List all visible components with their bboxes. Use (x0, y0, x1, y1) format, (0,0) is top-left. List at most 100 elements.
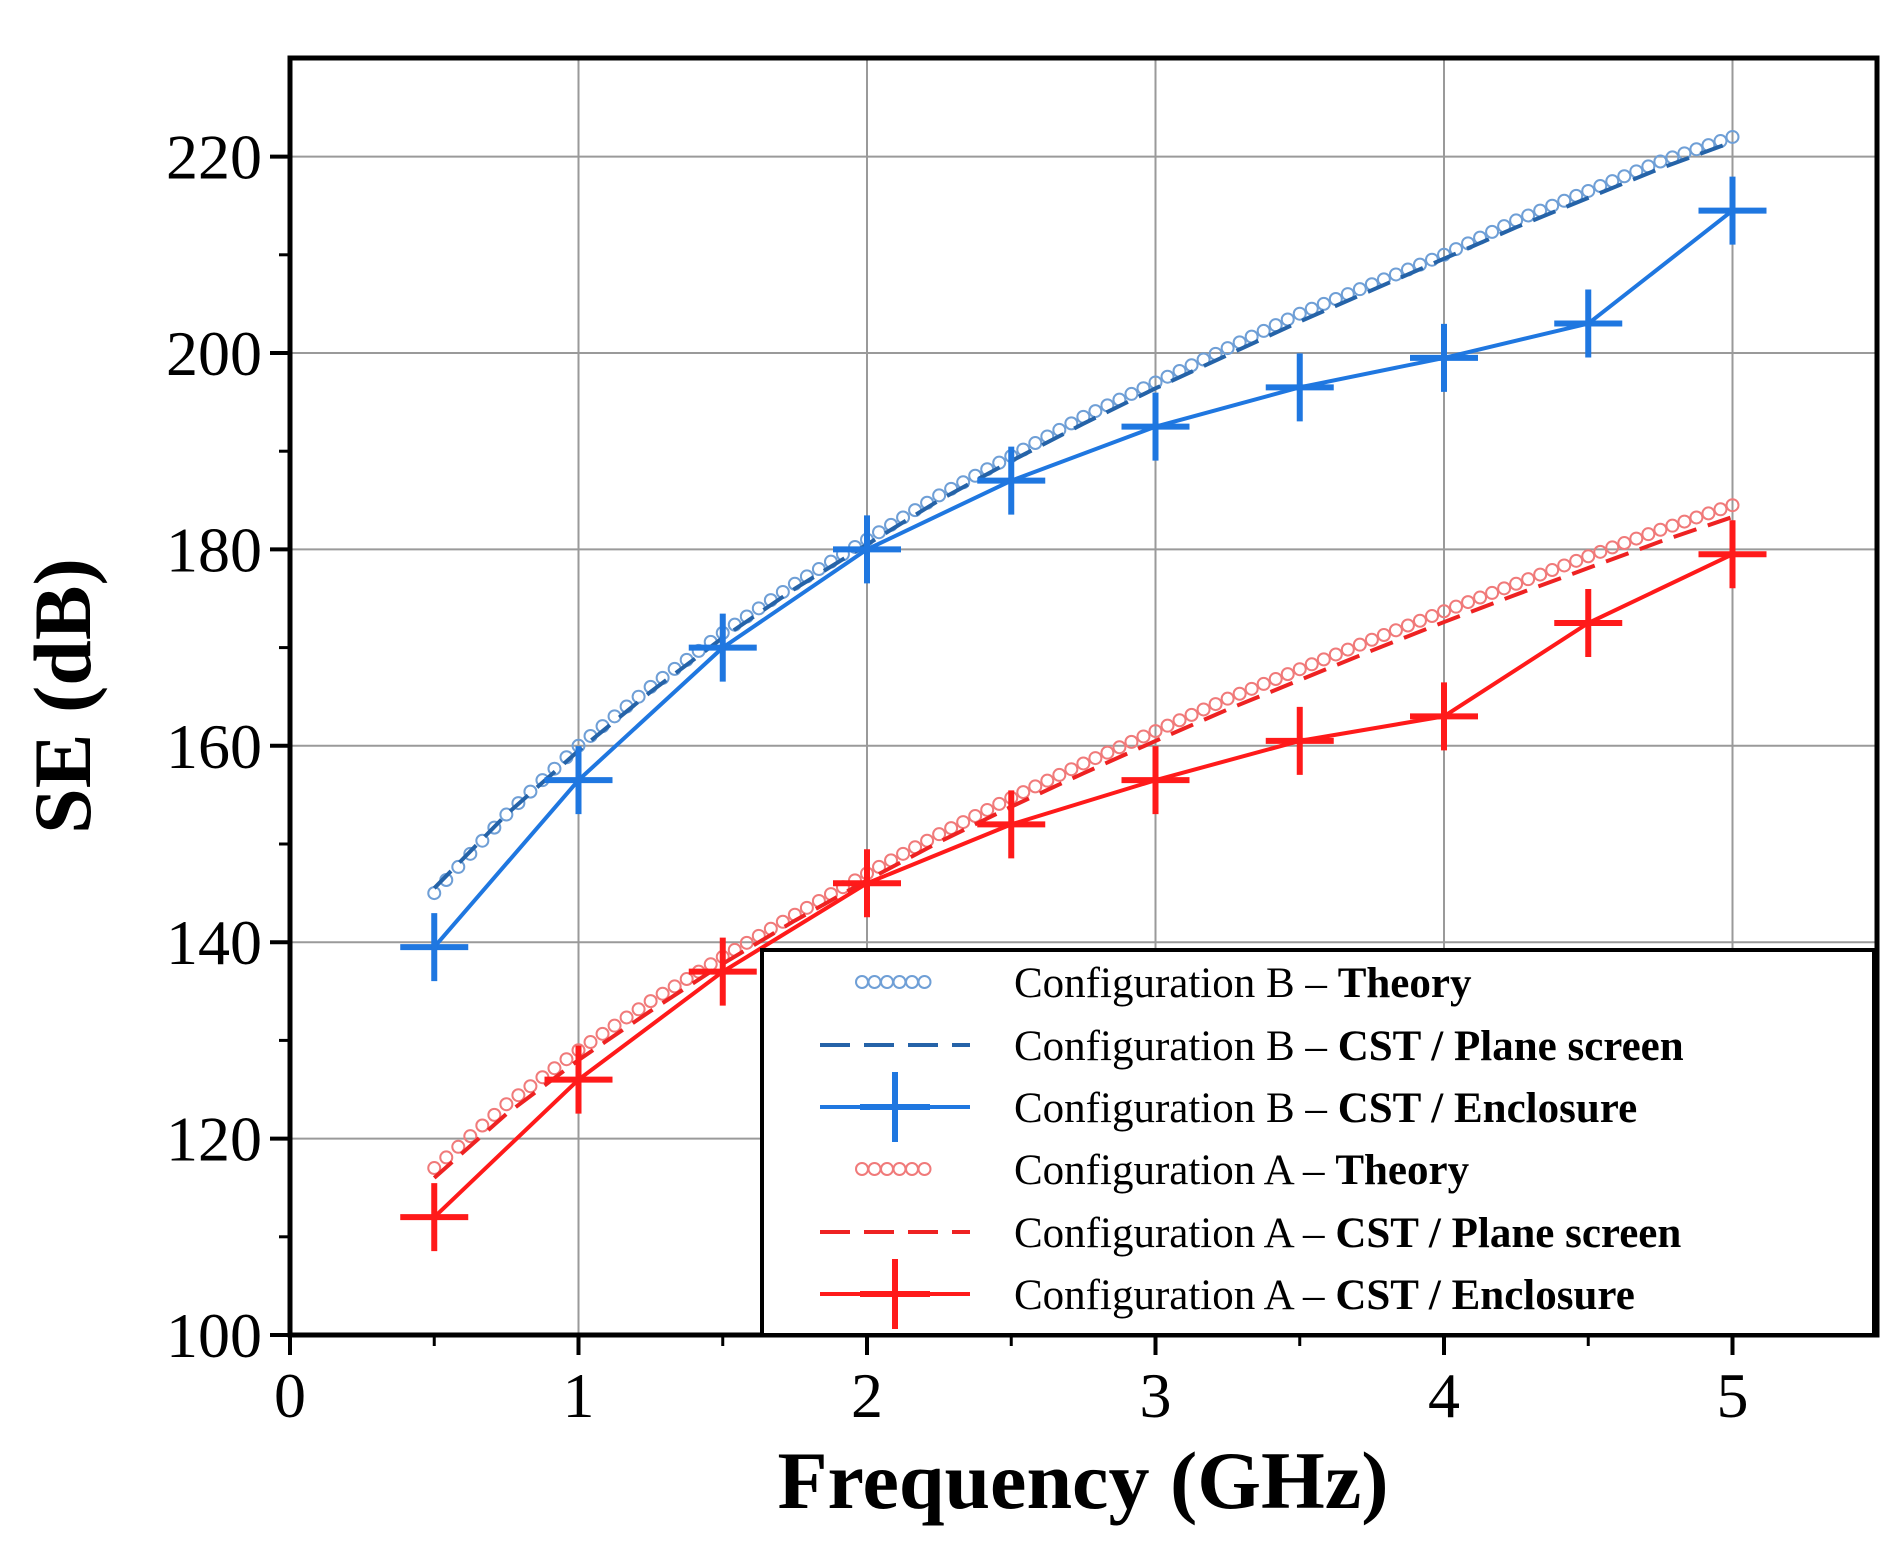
theory-marker (1581, 549, 1596, 564)
theory-marker (1124, 734, 1139, 749)
theory-marker (980, 802, 995, 817)
theory-marker (1713, 502, 1728, 517)
legend-label: Configuration B – CST / Enclosure (1014, 1085, 1637, 1132)
theory-marker (1304, 657, 1319, 672)
theory-marker (1725, 498, 1740, 513)
theory-marker (1040, 773, 1055, 788)
theory-marker (1172, 713, 1187, 728)
x-tick-label: 2 (851, 1360, 883, 1431)
theory-marker (1160, 718, 1175, 733)
axis-ticks (270, 154, 1735, 1355)
theory-marker (1064, 762, 1079, 777)
theory-marker (1569, 553, 1584, 568)
theory-marker (1028, 779, 1043, 794)
series-4 (432, 515, 1734, 1180)
theory-marker (1316, 296, 1331, 311)
theory-marker (439, 1150, 454, 1165)
theory-marker (1256, 676, 1271, 691)
legend-label-prefix: Configuration A – (1014, 1210, 1335, 1257)
theory-marker (872, 525, 887, 540)
theory-marker (1557, 558, 1572, 573)
theory-marker (932, 488, 947, 503)
theory-marker (1653, 522, 1668, 537)
theory-marker (619, 1010, 634, 1025)
theory-marker (1076, 756, 1091, 771)
theory-marker (547, 761, 562, 776)
legend-item-2: Configuration B – CST / Enclosure (820, 1072, 1637, 1142)
theory-marker (1617, 169, 1632, 184)
theory-marker (1641, 527, 1656, 542)
theory-marker (968, 809, 983, 824)
theory-marker (487, 1107, 502, 1122)
theory-marker (956, 815, 971, 830)
enclosure-line (432, 552, 1734, 1219)
theory-marker (487, 820, 502, 835)
theory-marker (523, 784, 538, 799)
theory-marker (1316, 652, 1331, 667)
theory-marker (1196, 702, 1211, 717)
theory-marker (1497, 581, 1512, 596)
theory-marker (463, 846, 478, 861)
theory-marker (1449, 599, 1464, 614)
theory-marker (1545, 198, 1560, 213)
legend-theory-symbol (917, 1162, 932, 1176)
theory-marker (511, 796, 526, 811)
x-tick-label: 1 (563, 1360, 595, 1431)
theory-marker (559, 1052, 574, 1067)
theory-marker (799, 900, 814, 915)
plane-screen-line (432, 139, 1734, 890)
theory-marker (1328, 647, 1343, 662)
theory-marker (775, 914, 790, 929)
theory-marker (739, 935, 754, 950)
theory-marker (1136, 729, 1151, 744)
series-layer (400, 129, 1767, 1252)
theory-marker (1665, 518, 1680, 533)
series-1 (432, 139, 1734, 890)
theory-marker (896, 846, 911, 861)
theory-marker (1388, 267, 1403, 282)
theory-marker (1593, 544, 1608, 559)
x-tick-label: 0 (274, 1360, 306, 1431)
tick-labels: 0 1 2 3 4 5 100 120 140 160 180 200 220 (166, 122, 1749, 1431)
legend-item-1: Configuration B – CST / Plane screen (820, 1023, 1684, 1070)
theory-marker (1124, 386, 1139, 401)
theory-marker (1196, 352, 1211, 367)
y-axis-title: SE (dB) (17, 558, 108, 834)
theory-marker (667, 979, 682, 994)
legend-label-prefix: Configuration A – (1014, 1147, 1335, 1194)
legend-item-5: Configuration A – CST / Enclosure (820, 1259, 1635, 1329)
theory-marker (511, 1088, 526, 1103)
theory-marker (1533, 567, 1548, 582)
legend-item-4: Configuration A – CST / Plane screen (820, 1210, 1681, 1257)
theory-marker (1184, 707, 1199, 722)
plane-screen-line (432, 515, 1734, 1180)
x-tick-label: 3 (1140, 1360, 1172, 1431)
theory-marker (499, 1097, 514, 1112)
theory-marker (1280, 312, 1295, 327)
theory-marker (1016, 785, 1031, 800)
legend-label-emphasis: Theory (1338, 960, 1472, 1007)
x-tick-label: 4 (1428, 1360, 1460, 1431)
theory-marker (1689, 510, 1704, 525)
legend-label-emphasis: CST / Plane screen (1335, 1210, 1681, 1257)
theory-marker (1220, 341, 1235, 356)
theory-marker (1352, 637, 1367, 652)
theory-marker (1364, 632, 1379, 647)
theory-marker (631, 1002, 646, 1017)
theory-marker (1292, 662, 1307, 677)
series-2 (400, 176, 1767, 982)
legend-label-prefix: Configuration B – (1014, 960, 1338, 1007)
y-tick-label: 140 (166, 907, 262, 978)
theory-marker (1473, 590, 1488, 605)
theory-marker (1400, 618, 1415, 633)
theory-marker (1581, 183, 1596, 198)
legend-label-emphasis: CST / Enclosure (1335, 1272, 1635, 1319)
theory-marker (451, 859, 466, 874)
legend-label-prefix: Configuration B – (1014, 1023, 1338, 1070)
theory-marker (1100, 745, 1115, 760)
theory-marker (595, 1026, 610, 1041)
y-tick-label: 180 (166, 514, 262, 585)
legend-label-emphasis: Theory (1335, 1147, 1469, 1194)
